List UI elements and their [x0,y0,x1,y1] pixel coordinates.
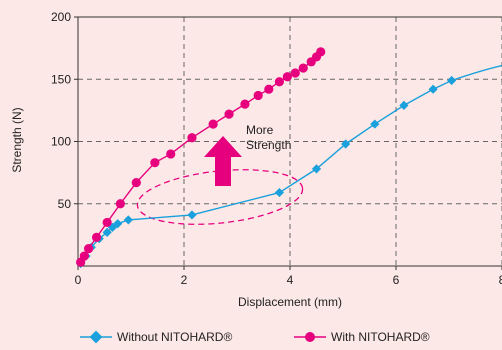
y-tick-labels: 50 100 150 200 [51,10,78,211]
y-tick-label-0: 50 [58,197,72,211]
point-with-13 [253,90,263,101]
series-line-with [80,51,322,263]
point-with-7 [150,158,160,168]
point-with-2 [84,243,94,254]
point-with-16 [282,72,292,82]
x-tick-label-2: 4 [287,273,294,287]
point-with-1 [79,251,89,261]
legend: Without NITOHARD® With NITOHARD® [80,330,430,344]
point-with-11 [224,109,234,119]
point-with-12 [240,99,250,109]
point-with-18 [298,63,308,73]
y-tick-label-3: 200 [51,10,71,24]
legend-label-with: With NITOHARD® [331,330,430,344]
point-with-6 [131,177,141,188]
series-without-nitohard [76,64,502,269]
annotation-more: More [246,123,274,137]
y-axis-title: Strength (N) [10,107,24,172]
y-tick-label-1: 100 [51,135,71,149]
point-without-9 [274,187,284,198]
legend-circle-icon [305,332,315,342]
point-without-14 [428,84,438,94]
point-with-9 [187,133,197,143]
x-tick-label-1: 2 [181,273,188,287]
point-without-13 [399,100,409,110]
x-tick-label-3: 6 [393,273,400,287]
point-without-11 [341,139,351,149]
point-without-8 [187,210,197,220]
x-axis-title: Displacement (mm) [238,295,342,309]
x-tick-label-0: 0 [75,273,82,287]
more-strength-arrow-icon [204,136,242,186]
point-without-4 [102,227,112,237]
point-with-10 [208,119,218,129]
point-with-4 [102,217,112,228]
annotation-strength: Strength [246,138,291,152]
point-with-5 [115,199,125,209]
more-strength-annotation: More Strength [136,123,304,225]
legend-item-without: Without NITOHARD® [80,330,232,344]
series-line-without [80,64,502,264]
series-with-nitohard [76,47,326,267]
legend-item-with: With NITOHARD® [294,330,430,344]
x-tick-labels: 0 2 4 6 8 [75,266,502,287]
point-with-3 [91,232,102,242]
point-without-6 [113,219,123,229]
x-tick-label-4: 8 [499,273,502,287]
legend-label-without: Without NITOHARD® [117,330,232,344]
point-with-15 [274,77,284,87]
legend-diamond-icon [89,330,103,344]
point-with-17 [290,68,300,78]
point-with-14 [264,84,274,94]
point-without-15 [447,75,457,86]
point-without-7 [123,215,133,225]
y-tick-label-2: 150 [51,72,71,86]
point-without-10 [311,164,322,174]
point-without-12 [370,119,380,129]
point-with-21 [316,47,326,57]
point-with-8 [166,149,176,159]
